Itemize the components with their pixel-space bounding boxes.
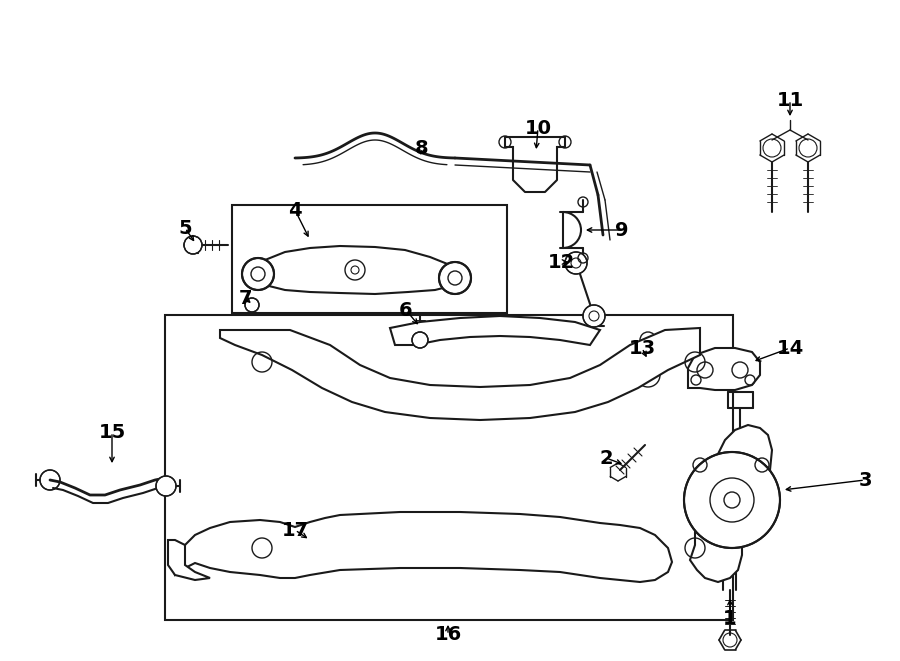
- Circle shape: [439, 262, 471, 294]
- Text: 11: 11: [777, 91, 804, 110]
- Circle shape: [156, 476, 176, 496]
- Polygon shape: [390, 316, 600, 345]
- Text: 10: 10: [525, 118, 552, 137]
- Text: 14: 14: [777, 338, 804, 358]
- Circle shape: [565, 252, 587, 274]
- Text: 5: 5: [178, 219, 192, 237]
- Text: 13: 13: [628, 338, 655, 358]
- Polygon shape: [250, 246, 462, 294]
- Text: 8: 8: [415, 139, 428, 157]
- Circle shape: [412, 332, 428, 348]
- Circle shape: [242, 258, 274, 290]
- Text: 12: 12: [547, 253, 574, 272]
- Bar: [232, 205, 507, 313]
- Polygon shape: [688, 348, 760, 390]
- Circle shape: [184, 236, 202, 254]
- Circle shape: [583, 305, 605, 327]
- Text: 3: 3: [859, 471, 872, 490]
- Circle shape: [245, 298, 259, 312]
- Text: 17: 17: [282, 520, 309, 539]
- Text: 4: 4: [288, 200, 302, 219]
- Bar: [165, 315, 733, 620]
- Text: 7: 7: [238, 288, 252, 307]
- Circle shape: [684, 452, 780, 548]
- Text: 2: 2: [599, 449, 613, 467]
- Polygon shape: [168, 540, 210, 580]
- Text: 1: 1: [724, 609, 737, 627]
- Polygon shape: [690, 425, 772, 582]
- Text: 6: 6: [400, 301, 413, 319]
- Circle shape: [40, 470, 60, 490]
- Polygon shape: [172, 512, 672, 582]
- Text: 9: 9: [616, 221, 629, 239]
- Text: 16: 16: [435, 625, 462, 644]
- Text: 15: 15: [98, 422, 126, 442]
- Polygon shape: [220, 328, 700, 420]
